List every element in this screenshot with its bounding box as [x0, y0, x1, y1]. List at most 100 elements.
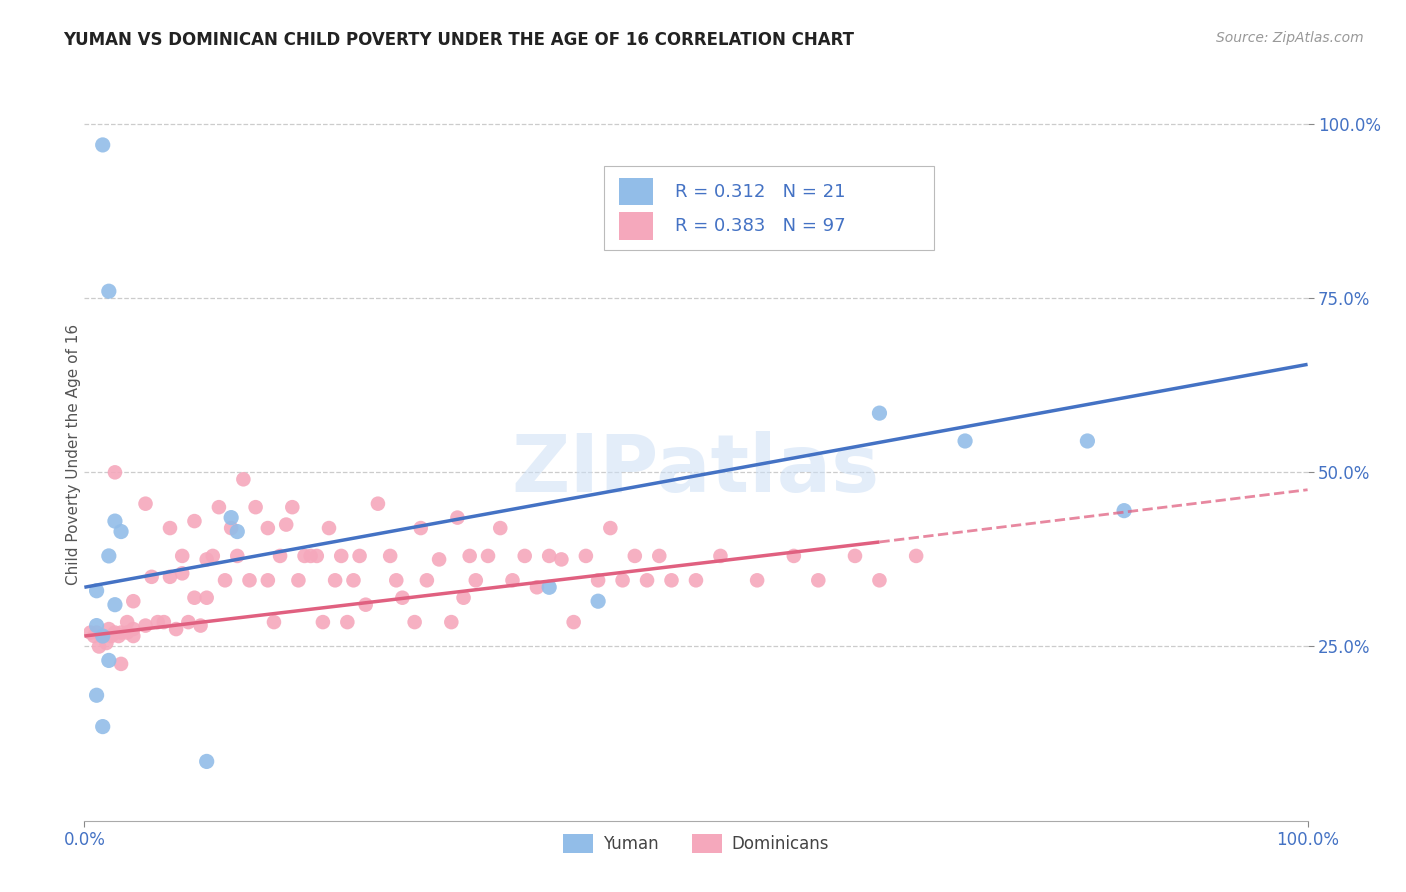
- Point: [367, 497, 389, 511]
- Point: [661, 574, 683, 588]
- Point: [354, 598, 377, 612]
- Point: [245, 500, 267, 515]
- Point: [502, 574, 524, 588]
- Point: [86, 583, 108, 598]
- Point: [342, 574, 364, 588]
- Point: [97, 549, 120, 563]
- Point: [1076, 434, 1098, 448]
- Point: [104, 466, 127, 480]
- Point: [299, 549, 322, 563]
- Point: [281, 500, 304, 515]
- Point: [905, 549, 928, 563]
- Point: [783, 549, 806, 563]
- Text: YUMAN VS DOMINICAN CHILD POVERTY UNDER THE AGE OF 16 CORRELATION CHART: YUMAN VS DOMINICAN CHILD POVERTY UNDER T…: [63, 31, 855, 49]
- Point: [807, 574, 830, 588]
- Point: [115, 625, 138, 640]
- Point: [312, 615, 335, 629]
- Text: Source: ZipAtlas.com: Source: ZipAtlas.com: [1216, 31, 1364, 45]
- Point: [263, 615, 285, 629]
- Y-axis label: Child Poverty Under the Age of 16: Child Poverty Under the Age of 16: [66, 325, 80, 585]
- Point: [172, 549, 194, 563]
- Point: [305, 549, 328, 563]
- Point: [269, 549, 291, 563]
- Point: [294, 549, 316, 563]
- Point: [146, 615, 169, 629]
- Point: [135, 618, 157, 632]
- Point: [636, 574, 658, 588]
- Point: [183, 591, 205, 605]
- Point: [110, 625, 132, 640]
- Point: [83, 629, 105, 643]
- Point: [538, 580, 561, 594]
- Point: [97, 622, 120, 636]
- Point: [336, 615, 359, 629]
- Point: [96, 636, 118, 650]
- Point: [135, 497, 157, 511]
- Point: [464, 574, 486, 588]
- Point: [226, 549, 249, 563]
- Point: [612, 574, 634, 588]
- Point: [685, 574, 707, 588]
- Point: [208, 500, 231, 515]
- Point: [330, 549, 353, 563]
- Point: [159, 570, 181, 584]
- Point: [385, 574, 408, 588]
- FancyBboxPatch shape: [619, 178, 654, 205]
- Point: [238, 574, 260, 588]
- Point: [122, 629, 145, 643]
- Point: [153, 615, 176, 629]
- Point: [458, 549, 481, 563]
- Point: [91, 137, 114, 152]
- Point: [513, 549, 536, 563]
- Point: [226, 524, 249, 539]
- Point: [86, 618, 108, 632]
- Point: [219, 510, 242, 524]
- Point: [104, 598, 127, 612]
- Point: [100, 629, 122, 643]
- Point: [141, 570, 163, 584]
- Point: [599, 521, 621, 535]
- Point: [709, 549, 731, 563]
- Point: [87, 640, 110, 654]
- Point: [159, 521, 181, 535]
- Text: R = 0.312   N = 21: R = 0.312 N = 21: [675, 183, 845, 201]
- Point: [195, 755, 218, 769]
- Point: [1114, 503, 1136, 517]
- Point: [869, 574, 891, 588]
- Point: [86, 625, 108, 640]
- Point: [427, 552, 450, 566]
- Point: [446, 510, 468, 524]
- Point: [165, 622, 187, 636]
- Point: [440, 615, 463, 629]
- Point: [195, 591, 218, 605]
- Point: [349, 549, 371, 563]
- Point: [869, 406, 891, 420]
- Point: [122, 622, 145, 636]
- Point: [79, 625, 101, 640]
- FancyBboxPatch shape: [619, 212, 654, 240]
- Point: [586, 594, 609, 608]
- Point: [538, 549, 561, 563]
- Point: [110, 524, 132, 539]
- Point: [257, 574, 280, 588]
- Point: [122, 594, 145, 608]
- Point: [183, 514, 205, 528]
- Legend: Yuman, Dominicans: Yuman, Dominicans: [557, 827, 835, 860]
- Point: [391, 591, 413, 605]
- Point: [404, 615, 426, 629]
- Point: [97, 653, 120, 667]
- Point: [575, 549, 598, 563]
- Point: [201, 549, 224, 563]
- Point: [323, 574, 346, 588]
- Point: [214, 574, 236, 588]
- FancyBboxPatch shape: [605, 166, 935, 250]
- Text: R = 0.383   N = 97: R = 0.383 N = 97: [675, 217, 846, 235]
- Point: [526, 580, 548, 594]
- Point: [97, 284, 120, 298]
- Point: [190, 618, 212, 632]
- Point: [477, 549, 499, 563]
- Text: ZIPatlas: ZIPatlas: [512, 431, 880, 508]
- Point: [91, 720, 114, 734]
- Point: [489, 521, 512, 535]
- Point: [195, 552, 218, 566]
